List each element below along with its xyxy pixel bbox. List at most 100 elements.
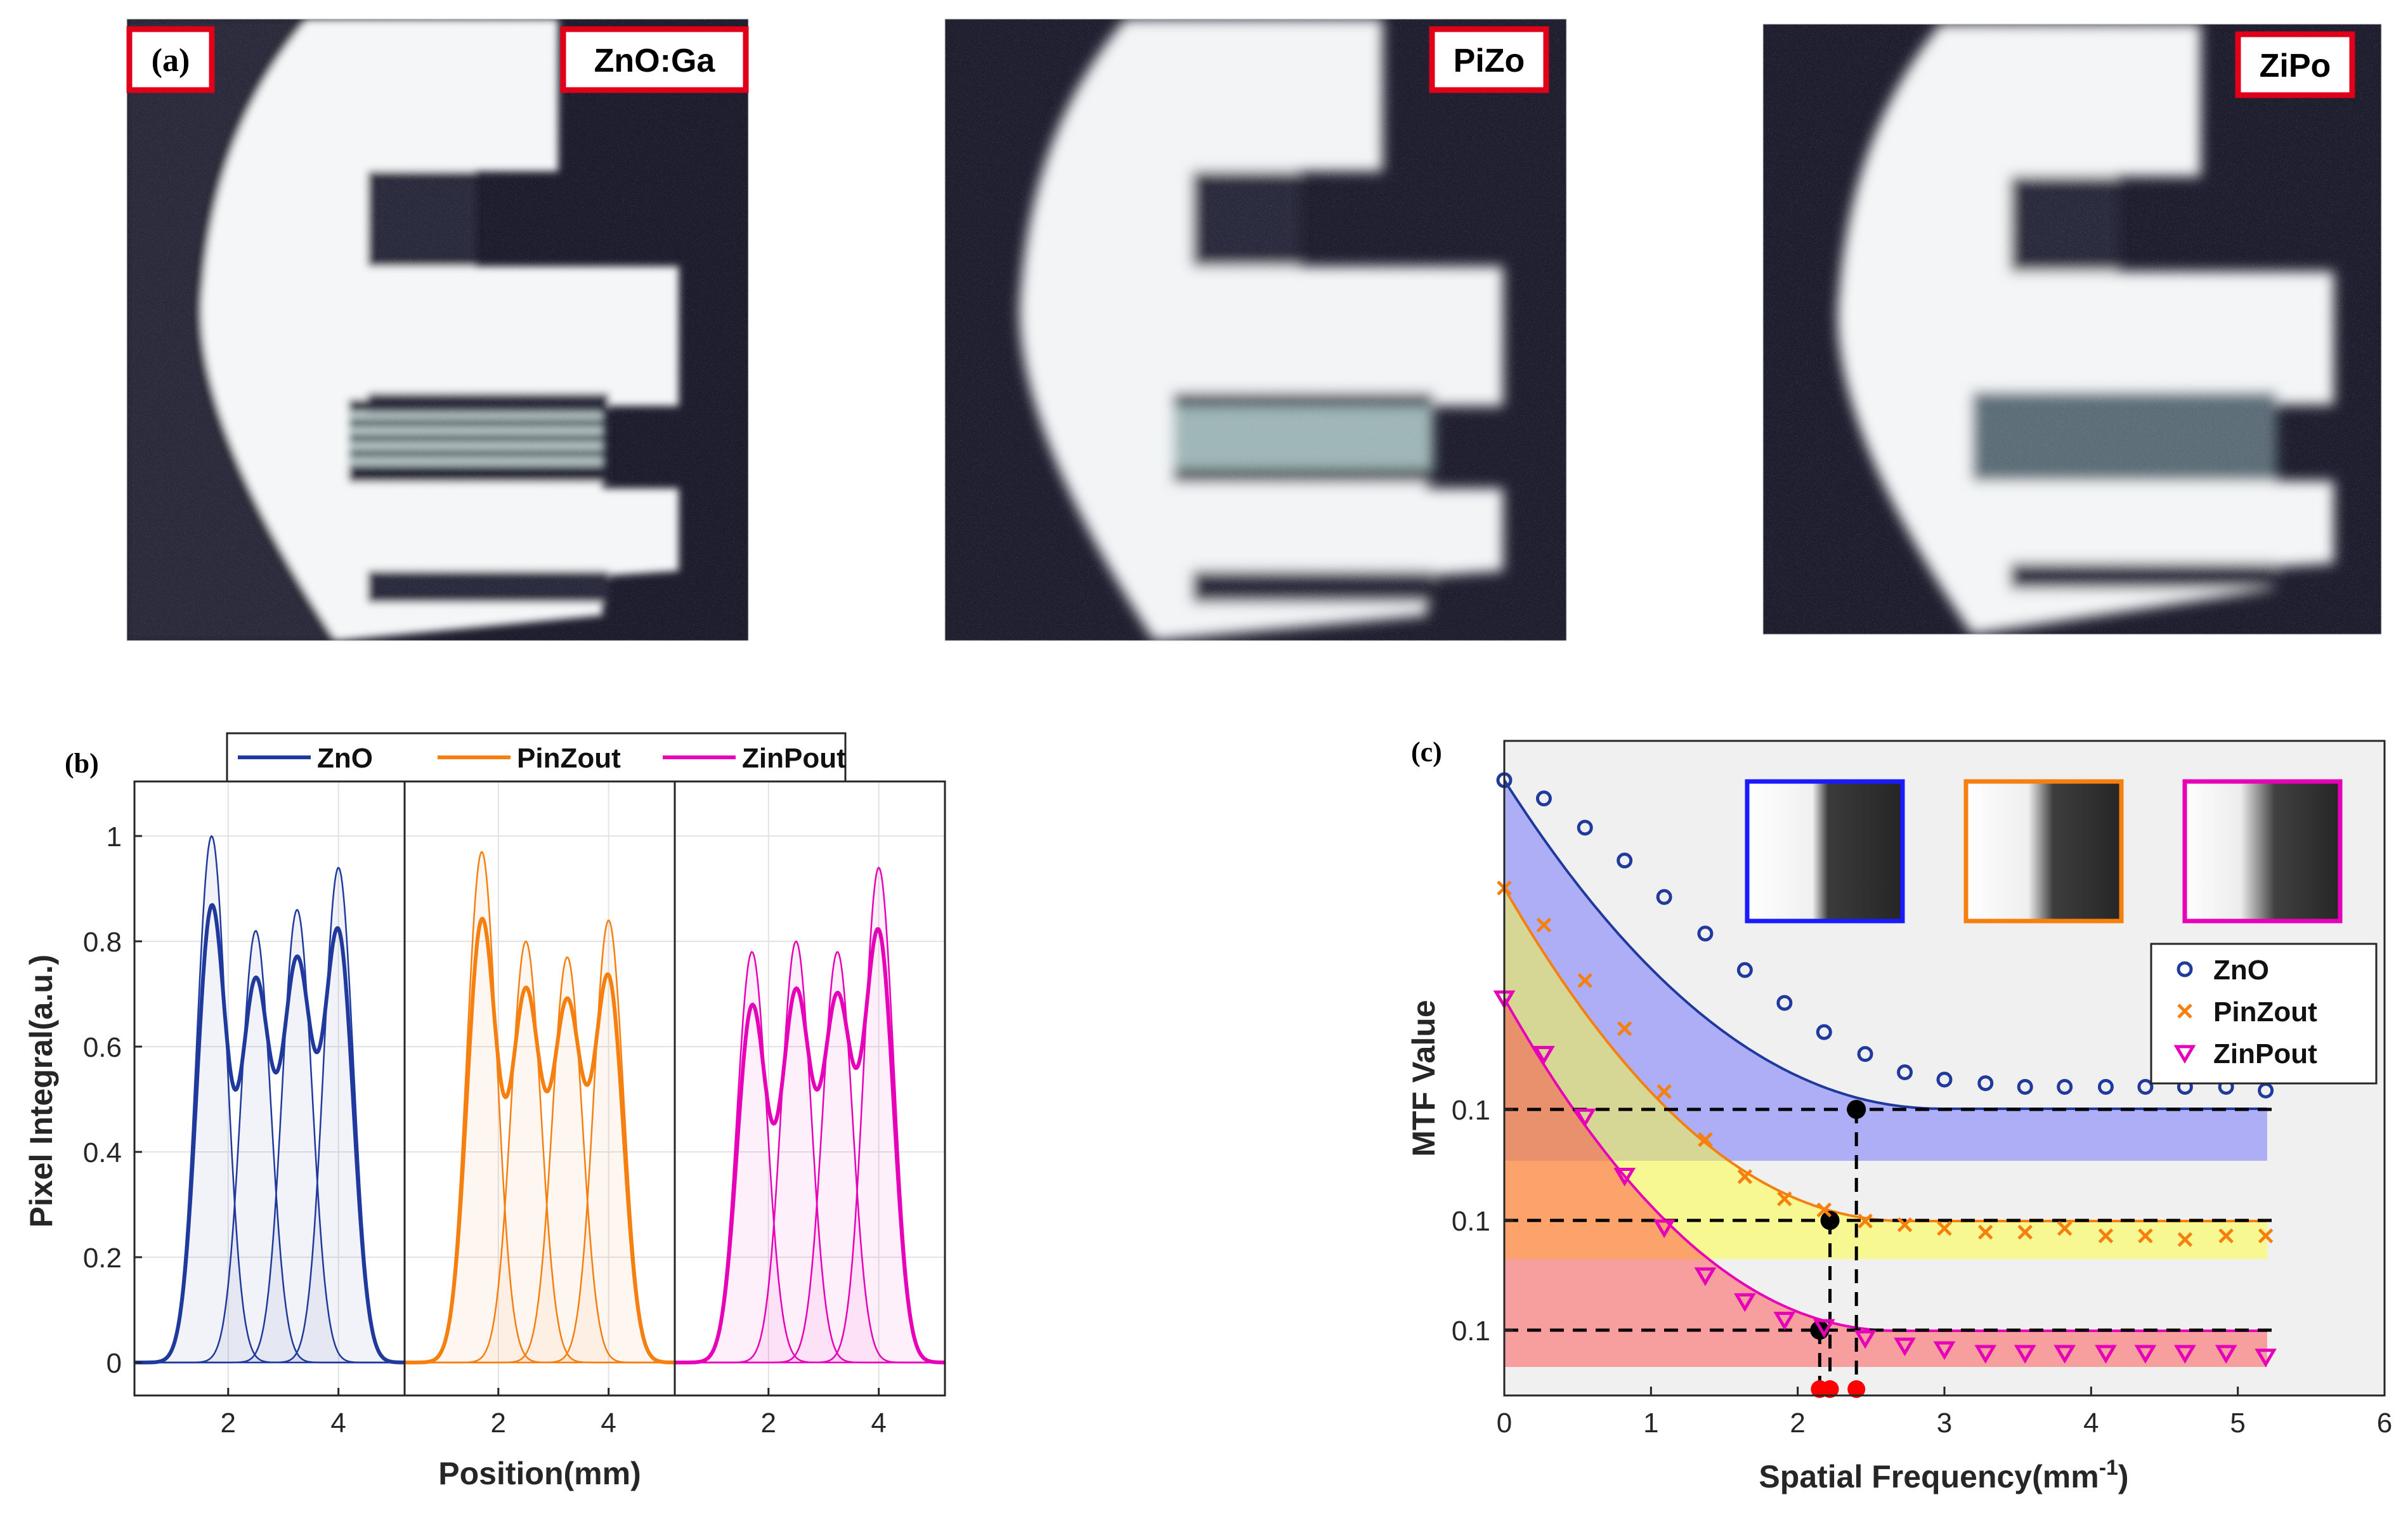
x-tick-label: 6: [2377, 1408, 2392, 1439]
legend-label-ZinPout: ZinPout: [2213, 1038, 2317, 1069]
y-tick-label: 1: [107, 821, 122, 853]
marker-x: [1698, 1132, 1713, 1147]
fit-line-ZnO: [1503, 779, 2267, 1110]
marker-triangle: [1573, 1108, 1596, 1128]
profile-plot: 2 4 2 4 2 4 0 0.2 0.4 0.6 0.8 1 Position(mm) Pixel In…: [23, 732, 946, 1491]
peak-fill: [675, 868, 945, 1362]
panel-b: (b) 2 4 2 4 2 4 0 0.2 0.4 0.6 0.8 1 Position(mm) Pixe…: [23, 732, 946, 1491]
x-tick-label: 2: [221, 1408, 236, 1439]
marker-triangle: [1734, 1293, 1756, 1312]
envelope-ZinPout: [674, 927, 946, 1364]
mtf-plot: 0.1 0.1 0.1 0 1 2 3 4 5 6 Spatial Frequency(mm-1) M…: [1406, 740, 2392, 1494]
marker-triangle: [1694, 1267, 1717, 1286]
x-tick-label: 2: [491, 1408, 506, 1439]
legend-label-ZnO: ZnO: [317, 743, 373, 774]
fit-line-PinZout: [1503, 887, 2267, 1222]
fit-line-ZinPout: [1503, 998, 2267, 1332]
x-tick-label: 4: [2083, 1408, 2099, 1439]
marker-circle: [1617, 853, 1633, 869]
marker-circle: [2057, 1078, 2073, 1095]
marker-circle: [1736, 962, 1753, 978]
marker-x: [1897, 1217, 1913, 1232]
x-axis-label: Spatial Frequency(mm-1): [1759, 1456, 2128, 1494]
marker-triangle: [2095, 1345, 2117, 1364]
y-tick-label: 0.1: [1452, 1316, 1490, 1347]
inset-edge-image: [1747, 781, 1903, 921]
legend-box: [226, 732, 847, 783]
marker-x: [2057, 1220, 2073, 1236]
marker-x: [1978, 1224, 1993, 1240]
legend-label-PinZout: PinZout: [2213, 997, 2317, 1028]
panel-c: (c) 0.1 0.1 0.1 0 1 2 3 4 5 6 Spatial Frequency(mm…: [1406, 736, 2392, 1494]
inset-frame: [2182, 779, 2343, 924]
marker-x: [2017, 1224, 2033, 1240]
marker-x: [1816, 1202, 1832, 1218]
area-ZnO: [1504, 780, 2267, 1161]
envelope-ZnO: [133, 903, 406, 1364]
marker-x: [2177, 1232, 2193, 1247]
peak-fill: [134, 931, 405, 1362]
cutoff-marker-red: [1847, 1380, 1866, 1398]
x-tick-label: 1: [1643, 1408, 1658, 1439]
legend-marker: [2173, 1045, 2196, 1064]
area-ZinPout: [1504, 998, 2267, 1367]
marker-x: [1858, 1213, 1873, 1229]
y-axis-label: Pixel Integral(a.u.): [23, 955, 59, 1228]
marker-circle: [1697, 925, 1714, 942]
legend-label-PinZout: PinZout: [517, 743, 621, 774]
marker-x: [2098, 1228, 2114, 1244]
x-tick-label: 3: [1937, 1408, 1952, 1439]
marker-circle: [2097, 1078, 2114, 1095]
peak-fill: [675, 941, 945, 1362]
marker-circle: [1656, 889, 1672, 905]
marker-x: [1577, 973, 1593, 988]
radiograph-pizo: [944, 18, 1567, 641]
cutoff-point: [1820, 1211, 1840, 1230]
svg-text:ZiPo: ZiPo: [2260, 48, 2331, 84]
peak-fill: [405, 920, 675, 1362]
marker-circle: [1577, 820, 1593, 836]
y-tick-label: 0.1: [1452, 1095, 1490, 1126]
inset-frame: [1963, 779, 2124, 924]
y-tick-label: 0: [107, 1348, 122, 1379]
marker-triangle: [1854, 1330, 1877, 1349]
tag-zno-ga: ZnO:Ga: [560, 26, 749, 93]
x-tick-label: 4: [601, 1408, 616, 1439]
y-tick-label: 0.8: [83, 927, 122, 958]
marker-circle: [1936, 1071, 1953, 1088]
x-tick-label: 5: [2230, 1408, 2245, 1439]
panel-b-label: (b): [65, 748, 99, 779]
marker-x: [1536, 917, 1552, 933]
legend-label-ZnO: ZnO: [2213, 955, 2269, 986]
marker-triangle: [1933, 1341, 1956, 1361]
marker-x: [1777, 1191, 1792, 1206]
marker-x: [1937, 1220, 1952, 1236]
panel-c-label: (c): [1411, 736, 1442, 768]
y-tick-label: 0.6: [83, 1032, 122, 1063]
marker-triangle: [1653, 1219, 1676, 1238]
marker-circle: [1897, 1064, 1913, 1080]
marker-triangle: [2014, 1345, 2036, 1364]
legend-label-ZinPout: ZinPout: [742, 743, 846, 774]
marker-triangle: [1894, 1337, 1916, 1357]
marker-triangle: [2174, 1345, 2196, 1364]
marker-circle: [2137, 1078, 2154, 1095]
marker-circle: [1776, 995, 1793, 1011]
svg-text:PiZo: PiZo: [1454, 42, 1525, 79]
inset-frame: [1745, 779, 1905, 924]
radiograph-zipo: [1762, 23, 2382, 635]
inset-edge-image: [1966, 781, 2121, 921]
marker-circle: [1535, 790, 1552, 807]
area-PinZout: [1504, 888, 2267, 1259]
x-tick-label: 4: [330, 1408, 346, 1439]
envelope-PinZout: [403, 917, 676, 1364]
tag-zipo: ZiPo: [2235, 31, 2355, 98]
marker-triangle: [1773, 1312, 1796, 1331]
peak-fill: [134, 868, 405, 1362]
y-tick-label: 0.4: [83, 1137, 122, 1168]
y-tick-label: 0.1: [1452, 1206, 1490, 1237]
cutoff-marker-red: [1821, 1380, 1839, 1398]
panel-a: (a) ZnO:Ga PiZo ZiPo: [126, 18, 2382, 641]
x-tick-label: 0: [1497, 1408, 1512, 1439]
